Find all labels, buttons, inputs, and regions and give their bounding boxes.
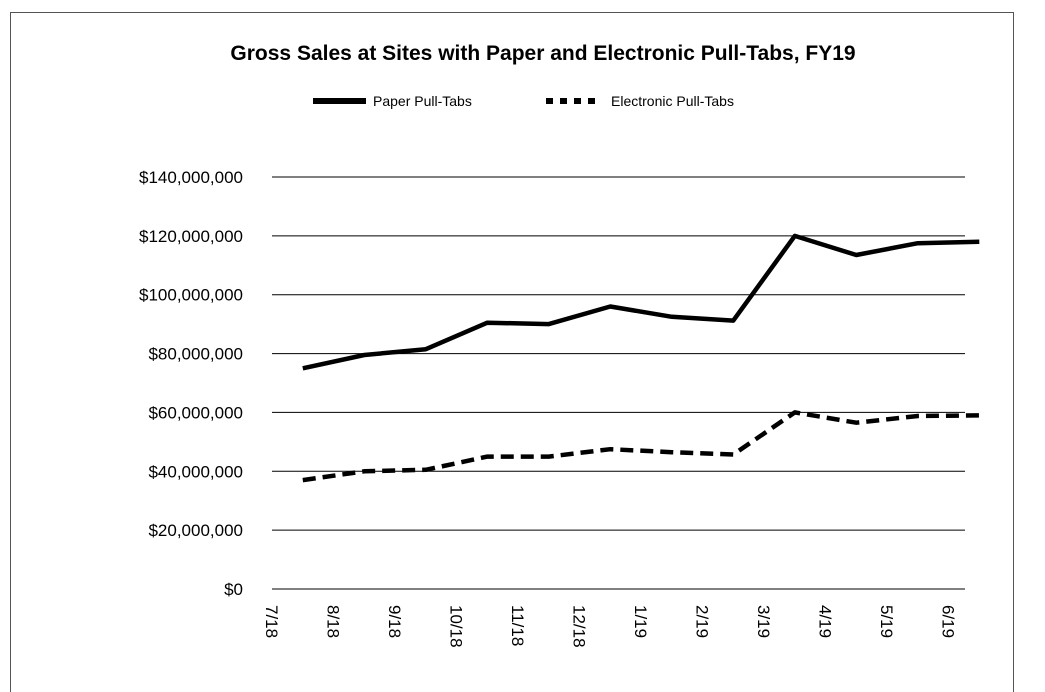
legend-label: Paper Pull-Tabs xyxy=(373,93,472,109)
x-tick-label: 3/19 xyxy=(754,605,773,638)
y-tick-label: $0 xyxy=(224,580,243,599)
chart-frame xyxy=(10,12,1014,692)
series-line-paper xyxy=(302,233,980,371)
x-tick-label: 12/18 xyxy=(570,605,589,648)
gridlines xyxy=(272,176,965,590)
y-tick-label: $60,000,000 xyxy=(148,403,243,422)
y-tick-label: $80,000,000 xyxy=(148,345,243,364)
y-tick-label: $140,000,000 xyxy=(139,168,243,187)
y-tick-label: $40,000,000 xyxy=(148,462,243,481)
legend: Paper Pull-Tabs Electronic Pull-Tabs xyxy=(313,93,734,109)
x-tick-label: 10/18 xyxy=(447,605,466,648)
x-tick-label: 5/19 xyxy=(877,605,896,638)
chart-title: Gross Sales at Sites with Paper and Elec… xyxy=(230,42,855,65)
x-tick-label: 11/18 xyxy=(508,605,527,646)
x-tick-label: 8/18 xyxy=(324,605,343,638)
x-tick-label: 2/19 xyxy=(693,605,712,638)
x-tick-label: 7/18 xyxy=(262,605,281,638)
y-axis: $0 $20,000,000 $40,000,000 $60,000,000 $80,0… xyxy=(139,168,243,599)
y-tick-label: $100,000,000 xyxy=(139,286,243,305)
legend-label: Electronic Pull-Tabs xyxy=(611,93,734,109)
x-tick-label: 9/18 xyxy=(385,605,404,638)
x-tick-label: 4/19 xyxy=(816,605,835,638)
x-tick-label: 1/19 xyxy=(631,605,650,638)
y-tick-label: $120,000,000 xyxy=(139,227,243,246)
x-tick-label: 6/19 xyxy=(939,605,958,638)
series-line-electronic xyxy=(302,410,980,483)
x-axis: 7/18 8/18 9/18 10/18 11/18 12/18 1/19 2/19 3/19 4… xyxy=(262,605,958,648)
series-layer xyxy=(302,233,980,483)
y-tick-label: $20,000,000 xyxy=(148,521,243,540)
